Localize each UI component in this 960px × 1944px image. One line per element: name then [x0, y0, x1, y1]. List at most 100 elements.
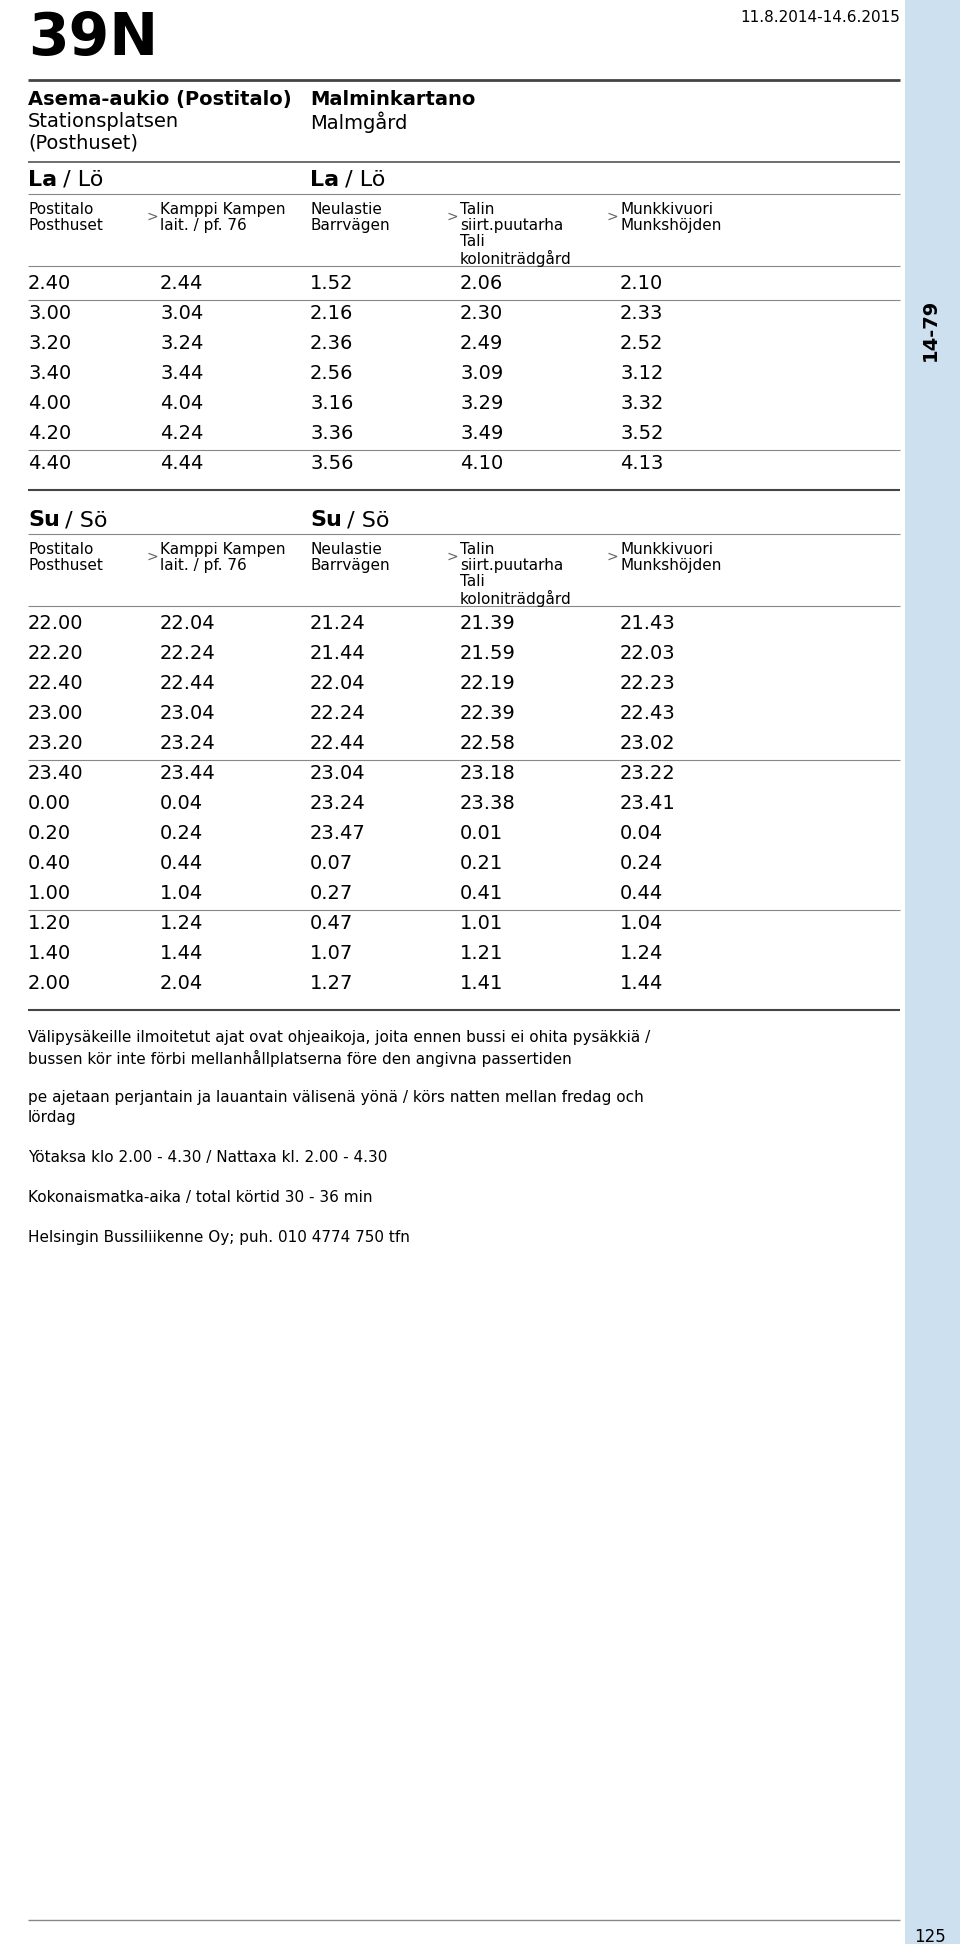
Text: 1.24: 1.24	[620, 945, 663, 962]
Text: 3.16: 3.16	[310, 395, 353, 412]
Text: 3.04: 3.04	[160, 303, 204, 323]
Text: Stationsplatsen: Stationsplatsen	[28, 113, 180, 130]
Text: 22.44: 22.44	[160, 675, 216, 692]
Text: >: >	[606, 210, 617, 224]
Text: / Sö: / Sö	[58, 509, 108, 531]
Text: 0.20: 0.20	[28, 824, 71, 844]
Text: 22.00: 22.00	[28, 614, 84, 634]
Text: Kokonaismatka-aika / total körtid 30 - 36 min: Kokonaismatka-aika / total körtid 30 - 3…	[28, 1190, 372, 1205]
Text: 2.52: 2.52	[620, 334, 663, 354]
Text: 14-79: 14-79	[921, 299, 940, 362]
Text: 3.20: 3.20	[28, 334, 71, 354]
Text: 23.47: 23.47	[310, 824, 366, 844]
Text: 23.41: 23.41	[620, 793, 676, 813]
Text: Tali: Tali	[460, 573, 485, 589]
Text: Postitalo: Postitalo	[28, 542, 93, 558]
Text: 2.56: 2.56	[310, 364, 353, 383]
Text: 0.40: 0.40	[28, 853, 71, 873]
Text: 0.47: 0.47	[310, 914, 353, 933]
Text: 23.04: 23.04	[160, 704, 216, 723]
Text: 22.04: 22.04	[160, 614, 216, 634]
Text: siirt.puutarha: siirt.puutarha	[460, 218, 564, 233]
Text: lait. / pf. 76: lait. / pf. 76	[160, 218, 247, 233]
Text: Barrvägen: Barrvägen	[310, 218, 390, 233]
Text: Munkshöjden: Munkshöjden	[620, 218, 721, 233]
Text: 2.30: 2.30	[460, 303, 503, 323]
Text: bussen kör inte förbi mellanhållplatserna före den angivna passertiden: bussen kör inte förbi mellanhållplatsern…	[28, 1050, 572, 1067]
Text: Munkshöjden: Munkshöjden	[620, 558, 721, 573]
Text: 23.38: 23.38	[460, 793, 516, 813]
Text: 22.04: 22.04	[310, 675, 366, 692]
Text: (Posthuset): (Posthuset)	[28, 134, 138, 154]
Text: >: >	[146, 550, 157, 564]
Text: 22.20: 22.20	[28, 643, 84, 663]
Bar	[905, 0, 960, 1944]
Text: 1.44: 1.44	[160, 945, 204, 962]
Text: 2.36: 2.36	[310, 334, 353, 354]
Text: 1.04: 1.04	[160, 885, 204, 904]
Text: >: >	[446, 210, 458, 224]
Text: koloniträdgård: koloniträdgård	[460, 251, 572, 266]
Text: 3.40: 3.40	[28, 364, 71, 383]
Text: >: >	[146, 210, 157, 224]
Text: Kamppi Kampen: Kamppi Kampen	[160, 542, 285, 558]
Text: Munkkivuori: Munkkivuori	[620, 202, 713, 218]
Text: 23.44: 23.44	[160, 764, 216, 783]
Text: 22.43: 22.43	[620, 704, 676, 723]
Text: 1.20: 1.20	[28, 914, 71, 933]
Text: 39N: 39N	[28, 10, 158, 66]
Text: 1.00: 1.00	[28, 885, 71, 904]
Text: Postitalo: Postitalo	[28, 202, 93, 218]
Text: 3.52: 3.52	[620, 424, 663, 443]
Text: La: La	[28, 169, 58, 191]
Text: 4.44: 4.44	[160, 455, 204, 472]
Text: 3.29: 3.29	[460, 395, 503, 412]
Text: 0.00: 0.00	[28, 793, 71, 813]
Text: 4.20: 4.20	[28, 424, 71, 443]
Text: 22.24: 22.24	[310, 704, 366, 723]
Text: 1.27: 1.27	[310, 974, 353, 993]
Text: Su: Su	[310, 509, 342, 531]
Text: Kamppi Kampen: Kamppi Kampen	[160, 202, 285, 218]
Text: Posthuset: Posthuset	[28, 558, 103, 573]
Text: 3.32: 3.32	[620, 395, 663, 412]
Text: Malmgård: Malmgård	[310, 113, 407, 134]
Text: lait. / pf. 76: lait. / pf. 76	[160, 558, 247, 573]
Text: 0.27: 0.27	[310, 885, 353, 904]
Text: 2.44: 2.44	[160, 274, 204, 294]
Text: La: La	[310, 169, 339, 191]
Text: 3.49: 3.49	[460, 424, 503, 443]
Text: 21.39: 21.39	[460, 614, 516, 634]
Text: Välipysäkeille ilmoitetut ajat ovat ohjeaikoja, joita ennen bussi ei ohita pysäk: Välipysäkeille ilmoitetut ajat ovat ohje…	[28, 1030, 650, 1046]
Text: Helsingin Bussiliikenne Oy; puh. 010 4774 750 tfn: Helsingin Bussiliikenne Oy; puh. 010 477…	[28, 1231, 410, 1244]
Text: Tali: Tali	[460, 233, 485, 249]
Text: 0.24: 0.24	[160, 824, 204, 844]
Text: 23.02: 23.02	[620, 735, 676, 752]
Text: 22.19: 22.19	[460, 675, 516, 692]
Text: 3.24: 3.24	[160, 334, 204, 354]
Text: 1.04: 1.04	[620, 914, 663, 933]
Text: 1.21: 1.21	[460, 945, 503, 962]
Text: Talin: Talin	[460, 542, 494, 558]
Text: 0.41: 0.41	[460, 885, 503, 904]
Text: Su: Su	[28, 509, 60, 531]
Text: 1.07: 1.07	[310, 945, 353, 962]
Text: 23.20: 23.20	[28, 735, 84, 752]
Text: 2.04: 2.04	[160, 974, 204, 993]
Text: 3.36: 3.36	[310, 424, 353, 443]
Text: 22.23: 22.23	[620, 675, 676, 692]
Text: 21.44: 21.44	[310, 643, 366, 663]
Text: 1.01: 1.01	[460, 914, 503, 933]
Text: 23.18: 23.18	[460, 764, 516, 783]
Text: 11.8.2014-14.6.2015: 11.8.2014-14.6.2015	[740, 10, 900, 25]
Text: / Sö: / Sö	[340, 509, 390, 531]
Text: 23.04: 23.04	[310, 764, 366, 783]
Text: 21.24: 21.24	[310, 614, 366, 634]
Text: / Lö: / Lö	[56, 169, 104, 191]
Text: 1.40: 1.40	[28, 945, 71, 962]
Text: lördag: lördag	[28, 1110, 77, 1126]
Text: 1.24: 1.24	[160, 914, 204, 933]
Text: 0.01: 0.01	[460, 824, 503, 844]
Text: 0.24: 0.24	[620, 853, 663, 873]
Text: Malminkartano: Malminkartano	[310, 89, 475, 109]
